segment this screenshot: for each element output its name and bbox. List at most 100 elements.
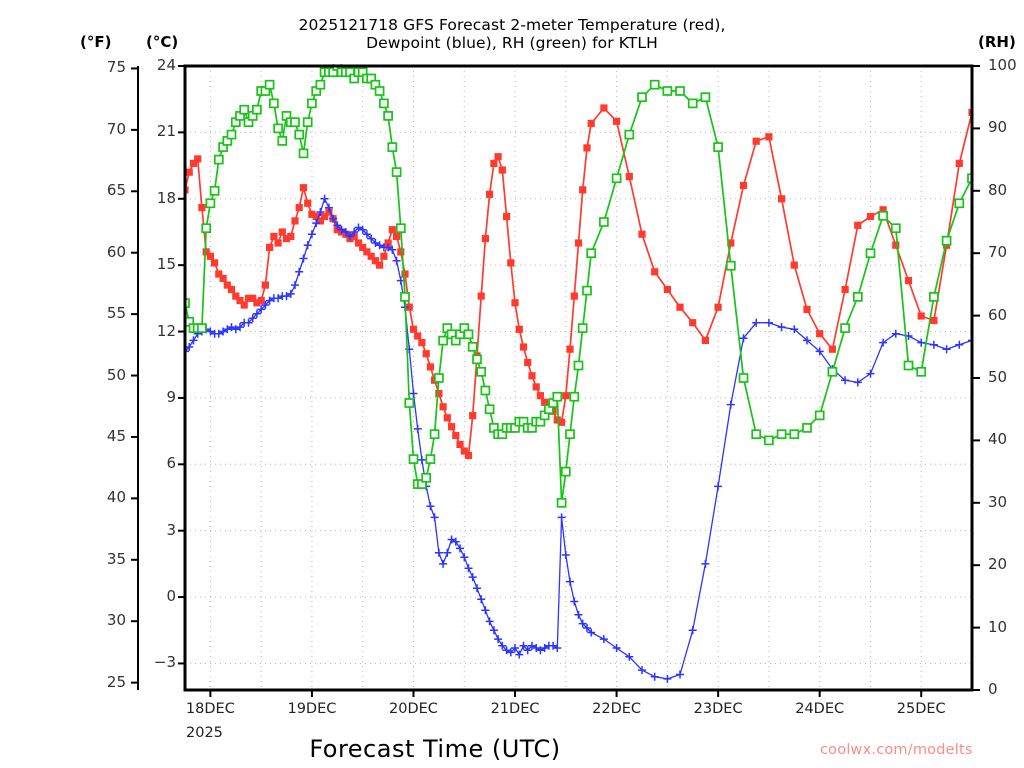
marker-open-square <box>916 366 927 377</box>
marker-open-square <box>878 210 888 221</box>
marker-filled-square <box>371 257 379 265</box>
marker-plus <box>663 674 672 683</box>
fahrenheit-tick-65: 65 <box>106 181 126 200</box>
marker-open-square <box>573 360 584 371</box>
chart-title: 2025121718 GFS Forecast 2-meter Temperat… <box>0 16 1024 52</box>
marker-open-square <box>569 391 580 402</box>
marker-filled-square <box>558 418 566 426</box>
marker-filled-square <box>384 239 392 247</box>
celsius-tick-24: 24 <box>156 56 176 74</box>
marker-open-square <box>290 117 300 128</box>
marker-plus <box>460 553 469 562</box>
marker-plus <box>282 292 291 301</box>
marker-filled-square <box>244 294 253 302</box>
marker-plus <box>329 214 338 223</box>
marker-filled-square <box>232 292 240 300</box>
marker-filled-square <box>405 303 413 311</box>
marker-plus <box>536 646 545 655</box>
celsius-tick-18: 18 <box>156 188 176 207</box>
marker-open-square <box>383 111 393 121</box>
marker-plus <box>752 318 761 327</box>
marker-plus <box>511 644 519 652</box>
marker-open-square <box>611 173 622 184</box>
marker-plus <box>392 256 401 265</box>
marker-plus <box>409 389 418 398</box>
marker-filled-square <box>968 108 972 117</box>
marker-open-square <box>560 466 571 477</box>
marker-filled-square <box>202 248 210 256</box>
marker-filled-square <box>189 159 198 167</box>
marker-filled-square <box>519 343 528 351</box>
marker-filled-square <box>511 299 519 307</box>
marker-plus <box>968 336 972 345</box>
celsius-tick-6: 6 <box>166 454 176 473</box>
marker-filled-square <box>325 208 333 216</box>
marker-open-square <box>789 429 800 440</box>
marker-filled-square <box>904 277 913 285</box>
marker-filled-square <box>316 217 324 225</box>
marker-filled-square <box>663 285 671 294</box>
marker-open-square <box>599 217 609 227</box>
marker-plus <box>447 535 456 544</box>
marker-plus <box>227 323 236 332</box>
time-label-23dec: 23DEC <box>693 701 743 717</box>
marker-plus <box>244 318 253 327</box>
time-label-21dec: 21DEC <box>490 701 540 717</box>
marker-filled-square <box>240 301 248 309</box>
marker-filled-square <box>494 153 502 161</box>
marker-filled-square <box>363 248 371 256</box>
marker-filled-square <box>955 159 963 167</box>
marker-filled-square <box>291 217 299 225</box>
marker-filled-square <box>282 235 291 243</box>
marker-open-square <box>298 148 309 159</box>
marker-plus <box>451 537 460 546</box>
series-line <box>185 107 972 457</box>
marker-plus <box>477 595 486 604</box>
marker-plus <box>853 378 862 387</box>
marker-filled-square <box>490 159 498 167</box>
marker-open-square <box>434 373 444 383</box>
marker-filled-square <box>752 137 760 145</box>
marker-plus <box>515 650 524 659</box>
marker-filled-square <box>498 166 506 174</box>
marker-filled-square <box>524 358 532 367</box>
marker-plus <box>214 329 223 338</box>
marker-open-square <box>476 366 487 377</box>
marker-plus <box>790 325 799 334</box>
marker-open-square <box>556 497 567 508</box>
marker-plus <box>434 548 443 557</box>
marker-filled-square <box>452 431 460 440</box>
marker-filled-square <box>236 297 244 305</box>
rh-tick-20: 20 <box>988 555 1008 574</box>
marker-plus <box>625 652 634 661</box>
marker-plus <box>929 340 938 349</box>
marker-filled-square <box>803 305 811 313</box>
marker-plus <box>286 289 295 298</box>
fahrenheit-tick-55: 55 <box>106 304 126 323</box>
marker-open-square <box>852 292 863 302</box>
marker-filled-square <box>350 232 358 240</box>
marker-open-square <box>814 410 825 421</box>
marker-filled-square <box>790 261 798 269</box>
marker-plus <box>388 245 397 254</box>
marker-plus <box>206 327 215 336</box>
series-dewpoint <box>185 194 972 683</box>
marker-open-square <box>929 292 939 302</box>
marker-plus <box>489 626 498 635</box>
marker-plus <box>371 239 380 247</box>
rh-tick-90: 90 <box>988 118 1008 137</box>
marker-plus <box>464 564 473 573</box>
series-temperature <box>185 104 972 459</box>
marker-plus <box>891 329 900 338</box>
marker-open-square <box>239 104 250 115</box>
marker-plus <box>955 340 964 349</box>
celsius-tick-3: 3 <box>166 520 176 539</box>
fahrenheit-tick-60: 60 <box>106 242 126 261</box>
marker-filled-square <box>532 383 540 391</box>
marker-filled-square <box>354 239 363 247</box>
marker-filled-square <box>304 199 312 207</box>
celsius-tickmarks <box>178 65 185 665</box>
celsius-axis-header: (°C) <box>146 33 179 51</box>
